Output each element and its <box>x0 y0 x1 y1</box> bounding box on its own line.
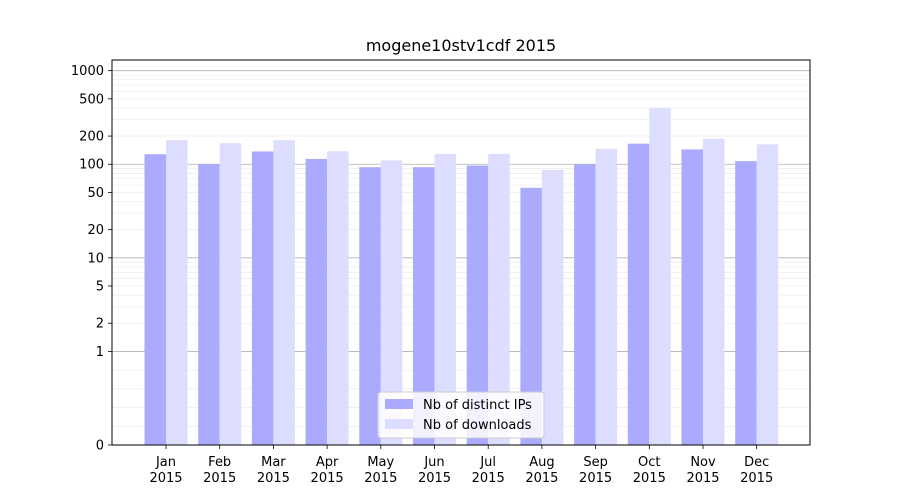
bar-downloads <box>488 153 510 446</box>
bar-downloads <box>649 108 671 445</box>
legend: Nb of distinct IPs Nb of downloads <box>377 391 545 439</box>
bar-downloads <box>756 144 779 445</box>
x-tick-label-month: Mar <box>261 455 286 470</box>
x-tick-label-month: Dec <box>744 455 769 470</box>
x-tick-label-year: 2015 <box>257 471 290 486</box>
bar-ips <box>198 164 220 445</box>
x-tick-label-month: Aug <box>529 455 554 470</box>
bar-ips <box>144 154 166 446</box>
y-tick-label: 200 <box>79 130 104 145</box>
y-tick-label: 5 <box>96 280 104 295</box>
bar-ips <box>251 151 274 446</box>
bar-downloads <box>380 160 403 445</box>
bar-ips <box>413 167 435 446</box>
bar-ips <box>681 149 703 445</box>
x-tick-label-year: 2015 <box>203 471 236 486</box>
bar-ips <box>305 158 328 446</box>
x-tick-label-year: 2015 <box>472 471 505 486</box>
legend-label: Nb of downloads <box>423 418 532 433</box>
bar-downloads <box>703 138 725 445</box>
bar-ips <box>466 165 489 446</box>
legend-swatch <box>385 419 413 429</box>
bar-ips <box>520 187 542 445</box>
y-tick-label: 0 <box>96 439 104 454</box>
x-tick-label-year: 2015 <box>525 471 558 486</box>
x-tick-label-month: Feb <box>208 455 231 470</box>
legend-swatch <box>385 399 413 409</box>
bar-ips <box>359 167 381 446</box>
x-tick-label-month: Sep <box>583 455 608 470</box>
bar-ips <box>627 143 650 445</box>
legend-box <box>377 391 545 439</box>
x-tick-label-month: Jan <box>155 455 176 470</box>
x-axis: Jan2015Feb2015Mar2015Apr2015May2015Jun20… <box>149 445 773 486</box>
x-tick-label-year: 2015 <box>633 471 666 486</box>
y-tick-label: 20 <box>87 223 104 238</box>
x-tick-label-year: 2015 <box>686 471 719 486</box>
x-tick-label-year: 2015 <box>740 471 773 486</box>
y-axis: 0 1 2 5 10 20 50 100 200 500 1000 <box>71 64 112 454</box>
y-tick-label: 1 <box>96 345 104 360</box>
x-tick-label-month: Jul <box>479 455 496 470</box>
plot-frame <box>111 59 811 446</box>
x-tick-label-month: Jun <box>423 455 444 470</box>
bar-ips <box>735 161 757 445</box>
bar-downloads <box>166 140 188 446</box>
x-tick-label-year: 2015 <box>579 471 612 486</box>
y-tick-label: 10 <box>87 251 104 266</box>
y-tick-label: 50 <box>87 186 104 201</box>
x-tick-label-year: 2015 <box>311 471 344 486</box>
bar-downloads <box>327 151 349 446</box>
x-tick-label-year: 2015 <box>418 471 451 486</box>
bar-downloads <box>541 169 564 445</box>
y-tick-label: 1000 <box>71 64 104 79</box>
bar-downloads <box>434 153 456 446</box>
chart-title: mogene10stv1cdf 2015 <box>366 36 556 55</box>
legend-label: Nb of distinct IPs <box>423 398 532 413</box>
bar-downloads <box>219 143 242 445</box>
y-tick-label: 500 <box>79 92 104 107</box>
x-tick-label-month: Oct <box>638 455 660 470</box>
y-tick-label: 2 <box>96 317 104 332</box>
x-tick-label-month: May <box>367 455 394 470</box>
x-tick-label-year: 2015 <box>149 471 182 486</box>
x-tick-label-year: 2015 <box>364 471 397 486</box>
bar-downloads <box>595 148 618 445</box>
bar-downloads <box>273 140 295 446</box>
bar-ips <box>574 164 596 445</box>
x-tick-label-month: Nov <box>690 455 716 470</box>
y-tick-label: 100 <box>79 158 104 173</box>
bars-layer <box>144 108 779 446</box>
x-tick-label-month: Apr <box>316 455 339 470</box>
